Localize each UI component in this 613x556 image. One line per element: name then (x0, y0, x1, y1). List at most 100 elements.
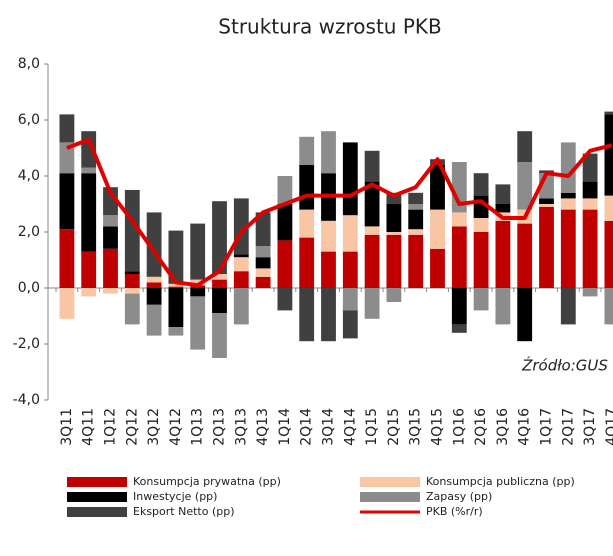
y-tick-label: 4,0 (18, 168, 40, 184)
bar (146, 276, 162, 283)
bar (604, 195, 613, 221)
legend-label: PKB (%r/r) (426, 505, 483, 518)
bar (342, 288, 358, 311)
bar (124, 190, 140, 272)
legend-swatch (67, 492, 127, 502)
x-tick-label: 2Q14 (299, 408, 315, 446)
bar (299, 209, 315, 238)
bar (408, 192, 424, 204)
bar (539, 204, 554, 207)
bar (59, 288, 75, 319)
bar (342, 215, 358, 252)
bar (451, 324, 467, 333)
chart-title: Struktura wzrostu PKB (218, 15, 441, 39)
legend-swatch (67, 507, 127, 517)
x-tick-label: 4Q14 (342, 408, 358, 446)
bar (430, 248, 445, 288)
x-tick-label: 3Q17 (582, 408, 598, 446)
bar (451, 212, 467, 227)
bar (59, 173, 75, 230)
bar (81, 173, 97, 252)
y-tick-label: 2,0 (18, 224, 40, 240)
bar (124, 274, 140, 288)
bar (408, 234, 424, 288)
bar (212, 288, 227, 314)
x-tick-label: 1Q15 (364, 408, 380, 446)
x-tick-label: 2Q15 (386, 408, 402, 446)
bar (582, 198, 598, 210)
bar (299, 237, 315, 288)
legend-label: Eksport Netto (pp) (133, 505, 235, 518)
x-tick-label: 3Q13 (233, 408, 249, 446)
bar (103, 226, 118, 249)
x-tick-label: 3Q15 (408, 408, 424, 446)
bar (321, 220, 336, 252)
bar (277, 204, 293, 241)
bar (386, 232, 402, 235)
y-tick-label: 6,0 (18, 112, 40, 128)
bar (560, 198, 576, 210)
bar (364, 181, 380, 227)
bar (255, 268, 271, 277)
bar (103, 187, 118, 216)
bar (146, 282, 162, 288)
bar (255, 257, 271, 269)
bar (386, 204, 402, 232)
bar (103, 248, 118, 288)
bar (364, 234, 380, 288)
bar (190, 296, 206, 350)
bar (299, 136, 315, 165)
bar (190, 279, 206, 286)
bar (103, 288, 118, 294)
bar (103, 215, 118, 227)
bar (321, 131, 336, 174)
bar (495, 204, 511, 213)
bar (517, 162, 533, 210)
bar (212, 201, 227, 274)
bar (212, 313, 227, 358)
bar (168, 230, 184, 284)
x-tick-label: 4Q15 (430, 408, 446, 446)
bar (495, 184, 511, 204)
bar (299, 164, 315, 210)
bar (168, 283, 184, 287)
x-tick-label: 2Q17 (560, 408, 576, 446)
bar (604, 111, 613, 115)
legend-swatch (67, 477, 127, 487)
x-tick-label: 3Q11 (59, 408, 75, 446)
bar (277, 176, 293, 204)
bar (364, 226, 380, 235)
x-tick-label: 4Q12 (168, 408, 184, 446)
bar (321, 251, 336, 288)
x-tick-label: 4Q11 (81, 408, 97, 446)
legend-label: Zapasy (pp) (426, 490, 492, 503)
bar (168, 327, 184, 336)
bar (59, 229, 75, 288)
bar (364, 288, 380, 319)
x-tick-label: 3Q16 (495, 408, 511, 446)
bar (124, 288, 140, 294)
bar (604, 114, 613, 196)
bar (473, 232, 489, 288)
x-tick-label: 2Q13 (212, 408, 228, 446)
bar (430, 209, 445, 249)
bar (582, 153, 598, 182)
x-tick-label: 4Q13 (255, 408, 271, 446)
bar (233, 254, 249, 258)
bar (146, 288, 162, 305)
bar (233, 288, 249, 325)
bar (277, 240, 293, 288)
bar (560, 209, 576, 288)
bar (451, 226, 467, 288)
bar (168, 288, 184, 328)
x-tick-label: 4Q17 (604, 408, 613, 446)
bar (386, 288, 402, 302)
bar (408, 209, 424, 230)
bar (212, 279, 227, 288)
bar (517, 288, 533, 342)
bar (582, 181, 598, 199)
bar (146, 212, 162, 277)
bar (255, 246, 271, 258)
bar (255, 276, 271, 288)
x-tick-label: 1Q13 (190, 408, 206, 446)
